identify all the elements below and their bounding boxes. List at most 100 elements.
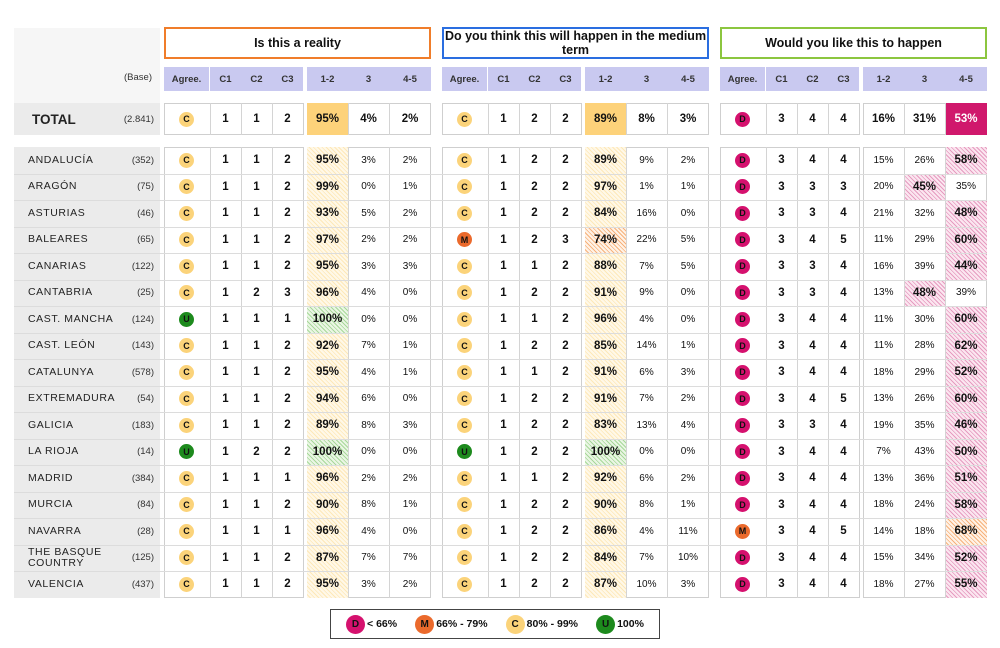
rows.11-g2-c1: 3 (778, 445, 785, 458)
vline-p-0-body-0 (348, 147, 349, 598)
rows.14-name: NAVARRA (28, 524, 82, 537)
rows.11-g2-agree-icon: D (735, 444, 750, 460)
rows.12-g0-agree-icon: C (179, 470, 194, 486)
vline-p-0-body-1 (389, 147, 390, 598)
total-g0-agree-icon: C (179, 111, 194, 127)
rows.0-g2-c2: 4 (809, 154, 816, 167)
subheader-0-1: C1 (210, 67, 241, 91)
rows.5-g2-pct0: 13% (873, 287, 894, 299)
rows.15-g1-c2: 2 (531, 551, 538, 564)
rows.7-g0-agree-cell: C (164, 333, 209, 360)
rows.10-g1-c2: 2 (531, 419, 538, 432)
rows.3-g2-pct0: 11% (873, 234, 894, 246)
rows.5-g0-c1: 1 (222, 286, 229, 299)
rows.0-g0-pct2: 2% (402, 154, 418, 166)
rows.14-g2-c3: 5 (840, 525, 847, 538)
rows.3-g1-pct0: 74% (585, 226, 626, 253)
rows.3-g0-agree-icon: C (179, 232, 194, 248)
rows.7-g0-agree-icon: C (179, 338, 194, 354)
total-g1-agree-cell: C (442, 103, 487, 135)
legend-item-u: U 100% (596, 614, 644, 634)
rows.3-g0-c3: 2 (284, 233, 291, 246)
rows.8-g0-agree-icon: C (179, 364, 194, 380)
rows.2-g2-agree-cell: D (720, 200, 765, 227)
legend-circle-u: U (596, 614, 616, 634)
subheader-2-4: 1-2 (863, 67, 904, 91)
rows.11-g0-c2: 2 (253, 445, 260, 458)
rows.1-g1-pct0: 97% (585, 173, 626, 200)
rows.9-g0-pct0: 94% (307, 385, 348, 412)
hline-13 (14, 491, 987, 493)
rows.11-g0-pct1: 0% (361, 446, 376, 458)
rows.11-g1-pct0: 100% (585, 438, 626, 465)
hline-10 (14, 412, 987, 413)
rows.12-g0-c2: 1 (253, 472, 260, 485)
rows.15-g1-agree-cell: C (442, 545, 487, 572)
rows.0-g0-agree-cell: C (164, 147, 209, 174)
rows.11-g0-c3: 2 (284, 445, 291, 458)
rows.6-base: (124) (131, 313, 154, 325)
rows.5-g1-c3: 2 (562, 286, 569, 299)
rows.2-g0-pct2: 2% (402, 207, 418, 219)
rows.9-g1-c1: 1 (500, 392, 507, 405)
rows.1-g1-c3: 2 (562, 180, 569, 193)
rows.15-g2-c1: 3 (778, 551, 785, 564)
rows.1-g1-pct1: 1% (639, 181, 654, 193)
rows.4-g2-c1: 3 (778, 260, 785, 273)
rows.0-g2-c3: 4 (840, 154, 847, 167)
rows.12-g1-pct2: 2% (680, 472, 696, 484)
rows.2-g1-agree-cell: C (442, 200, 487, 227)
rows.9-g1-agree-cell: C (442, 386, 487, 413)
rows.0-g2-c1: 3 (778, 154, 785, 167)
subheader-2-5: 3 (904, 67, 945, 91)
vline-p-2-body-1 (945, 147, 946, 598)
vline-2-body-1 (797, 147, 798, 598)
rows.3-g0-agree-cell: C (164, 227, 209, 254)
rows.7-g1-pct0: 85% (585, 332, 626, 359)
rows.5-name: CANTABRIA (28, 286, 93, 299)
vline-2-total-0 (766, 103, 767, 135)
rows.5-g0-pct1: 4% (361, 287, 376, 299)
rows.16-g1-pct2: 3% (680, 578, 696, 590)
rows.3-base: (65) (137, 234, 154, 246)
rows.11-g2-c2: 4 (809, 445, 816, 458)
vline-p-1-body-1 (667, 147, 668, 598)
rows.2-g0-c2: 1 (253, 207, 260, 220)
rows.10-name: GALICIA (28, 418, 74, 431)
vline-1-total-1 (519, 103, 520, 135)
rows.5-base: (25) (137, 287, 154, 299)
rows.10-g1-pct2: 4% (680, 419, 696, 431)
rows.2-g1-agree-icon: C (457, 205, 472, 221)
rows.1-g0-c2: 1 (253, 180, 260, 193)
rows.4-g2-agree-icon: D (735, 258, 750, 274)
rows.11-g1-pct1: 0% (639, 446, 654, 458)
rows.7-g0-c3: 2 (284, 339, 291, 352)
rows.9-g2-pct1: 26% (914, 393, 935, 405)
rows.14-g2-pct1: 18% (914, 525, 935, 537)
rows.2-g2-c1: 3 (778, 207, 785, 220)
rows.3-g1-agree-icon: M (457, 232, 472, 248)
rows.8-g1-c1: 1 (500, 366, 507, 379)
rows.4-g1-agree-cell: C (442, 253, 487, 280)
rows.5-g1-agree-cell: C (442, 280, 487, 307)
rows.9-g0-agree-cell: C (164, 386, 209, 413)
rows.16-g1-pct1: 10% (636, 578, 657, 590)
rows.2-g2-pct2: 48% (945, 200, 987, 227)
vline-2-total-1 (797, 103, 798, 135)
rows.15-g0-pct2: 7% (402, 552, 418, 564)
total-label-bg (14, 103, 160, 135)
rows.12-g2-pct2: 51% (945, 465, 987, 492)
hline-6 (14, 306, 987, 307)
rows.16-g2-c2: 4 (809, 578, 816, 591)
rows.9-name: EXTREMADURA (28, 392, 116, 405)
rows.0-g1-c3: 2 (562, 154, 569, 167)
rows.13-g2-pct2: 58% (945, 491, 987, 518)
rows.4-g2-pct1: 39% (914, 260, 935, 272)
rows.11-base: (14) (137, 446, 154, 458)
rows.2-g2-c2: 3 (809, 207, 816, 220)
rows.2-g2-c3: 4 (840, 207, 847, 220)
vline-0-body-1 (241, 147, 242, 598)
rows.10-g1-pct1: 13% (636, 419, 657, 431)
rows.15-name: THE BASQUE COUNTRY (28, 545, 102, 569)
rows.0-g2-agree-icon: D (735, 152, 750, 168)
